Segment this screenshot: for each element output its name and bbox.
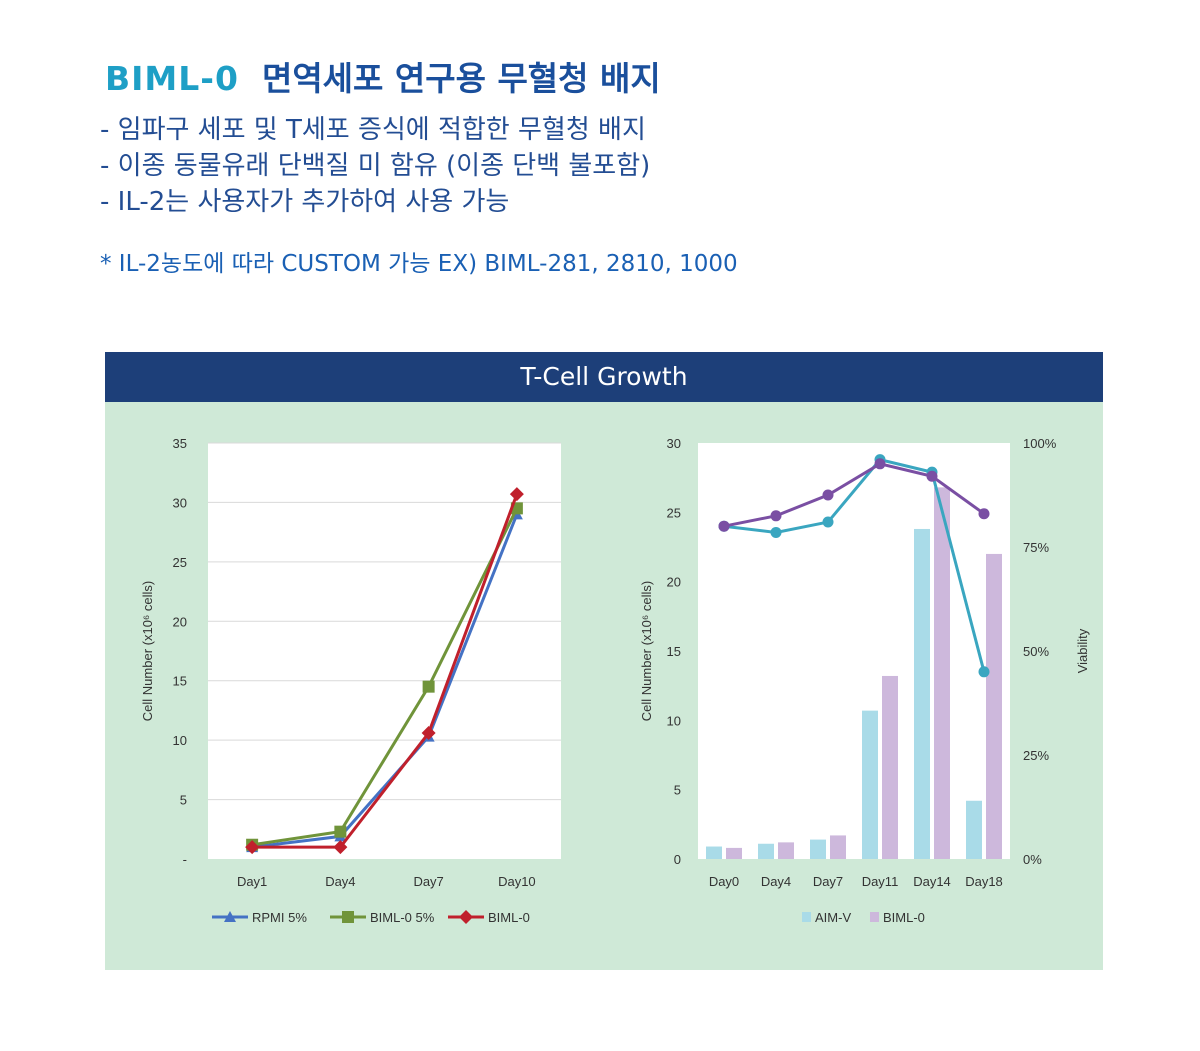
y2-tick-label: 0%: [1023, 852, 1042, 867]
viability-point: [770, 526, 782, 538]
legend-swatch: [870, 912, 879, 922]
data-point: [334, 825, 347, 838]
series-line: [252, 493, 519, 849]
custom-note: * IL-2농도에 따라 CUSTOM 가능 EX) BIML-281, 281…: [100, 251, 738, 277]
data-point: [342, 911, 354, 923]
bar: [830, 835, 846, 859]
feature-item: - 임파구 세포 및 T세포 증식에 적합한 무혈청 배지: [100, 115, 646, 145]
y-tick-label: 20: [173, 614, 187, 629]
viability-line: [723, 457, 986, 673]
y-tick-label: 30: [173, 495, 187, 510]
viability-point: [822, 516, 834, 528]
x-tick-label: Day4: [761, 874, 791, 889]
feature-list: - 임파구 세포 및 T세포 증식에 적합한 무혈청 배지 - 이종 동물유래 …: [100, 112, 650, 220]
data-point: [421, 726, 436, 741]
y-tick-label: 15: [173, 674, 187, 689]
viability-point: [978, 508, 990, 520]
viability-point: [978, 666, 990, 678]
y2-tick-label: 75%: [1023, 540, 1049, 555]
title-text: 면역세포 연구용 무혈청 배지: [261, 59, 661, 98]
legend-label: BIML-0 5%: [370, 910, 435, 925]
bar: [726, 847, 742, 859]
chart-right-bar: 0 5 10 15 20 25 30 0% 25% 50% 75% 100% Day0 Day4 Day7 D…: [639, 436, 1090, 925]
title-brand: BIML-0: [105, 59, 239, 98]
y2-axis-title: Viability: [1075, 628, 1090, 673]
bar: [882, 675, 898, 859]
chart-left-line: - 5 10 15 20 25 30 35 Day1 Day4 Day7 Day10 Cell Numb…: [140, 436, 561, 925]
data-point: [333, 840, 348, 855]
viability-point: [718, 520, 730, 532]
plot-area: [698, 443, 1010, 859]
data-point: [245, 840, 260, 855]
y-tick-label: 35: [173, 436, 187, 451]
viability-point: [874, 458, 886, 470]
legend-label: BIML-0: [883, 910, 925, 925]
x-tick-label: Day7: [413, 874, 443, 889]
bar: [810, 839, 826, 859]
data-point: [224, 911, 236, 922]
y-tick-label: -: [183, 852, 187, 867]
legend-label: AIM-V: [815, 910, 851, 925]
x-tick-label: Day4: [325, 874, 355, 889]
bar: [986, 553, 1002, 859]
series-line: [251, 507, 519, 847]
y-tick-label: 15: [667, 644, 681, 659]
y-tick-label: 25: [667, 505, 681, 520]
y-axis-title: Cell Number (x10⁶ cells): [140, 581, 155, 721]
bar: [934, 487, 950, 859]
x-tick-label: Day10: [498, 874, 536, 889]
data-point: [459, 910, 473, 924]
data-point: [422, 680, 435, 693]
growth-panel: T-Cell Growth - 5 10 15 20 25 30 35 Day1 Day4 Day7…: [105, 352, 1103, 970]
bar: [862, 710, 878, 859]
panel-title: T-Cell Growth: [105, 352, 1103, 402]
x-tick-label: Day1: [237, 874, 267, 889]
x-tick-label: Day7: [813, 874, 843, 889]
y-tick-label: 5: [674, 783, 681, 798]
y-tick-label: 25: [173, 555, 187, 570]
y-tick-label: 20: [667, 575, 681, 590]
feature-item: - IL-2는 사용자가 추가하여 사용 가능: [100, 187, 510, 217]
y-tick-label: 30: [667, 436, 681, 451]
y-tick-label: 5: [180, 793, 187, 808]
series-line: [251, 513, 519, 849]
data-point: [509, 487, 524, 502]
feature-item: - 이종 동물유래 단백질 미 함유 (이종 단백 불포함): [100, 151, 651, 181]
bar: [778, 842, 794, 859]
legend-swatch: [802, 912, 811, 922]
y-axis-title: Cell Number (x10⁶ cells): [639, 581, 654, 721]
y2-tick-label: 100%: [1023, 436, 1057, 451]
x-tick-label: Day14: [913, 874, 951, 889]
y-tick-label: 0: [674, 852, 681, 867]
y-tick-label: 10: [667, 713, 681, 728]
x-tick-label: Day0: [709, 874, 739, 889]
bar: [706, 846, 722, 859]
viability-line: [723, 462, 985, 528]
x-tick-label: Day11: [862, 874, 899, 889]
x-tick-label: Day18: [965, 874, 1003, 889]
bar: [914, 528, 930, 859]
viability-point: [926, 470, 938, 482]
y2-tick-label: 25%: [1023, 748, 1049, 763]
legend-label: BIML-0: [488, 910, 530, 925]
viability-point: [770, 510, 782, 522]
bar: [758, 843, 774, 859]
page-title: BIML-0 면역세포 연구용 무혈청 배지: [105, 52, 661, 100]
bar: [966, 800, 982, 859]
legend-label: RPMI 5%: [252, 910, 307, 925]
viability-point: [822, 489, 834, 501]
y-tick-label: 10: [173, 733, 187, 748]
y2-tick-label: 50%: [1023, 644, 1049, 659]
